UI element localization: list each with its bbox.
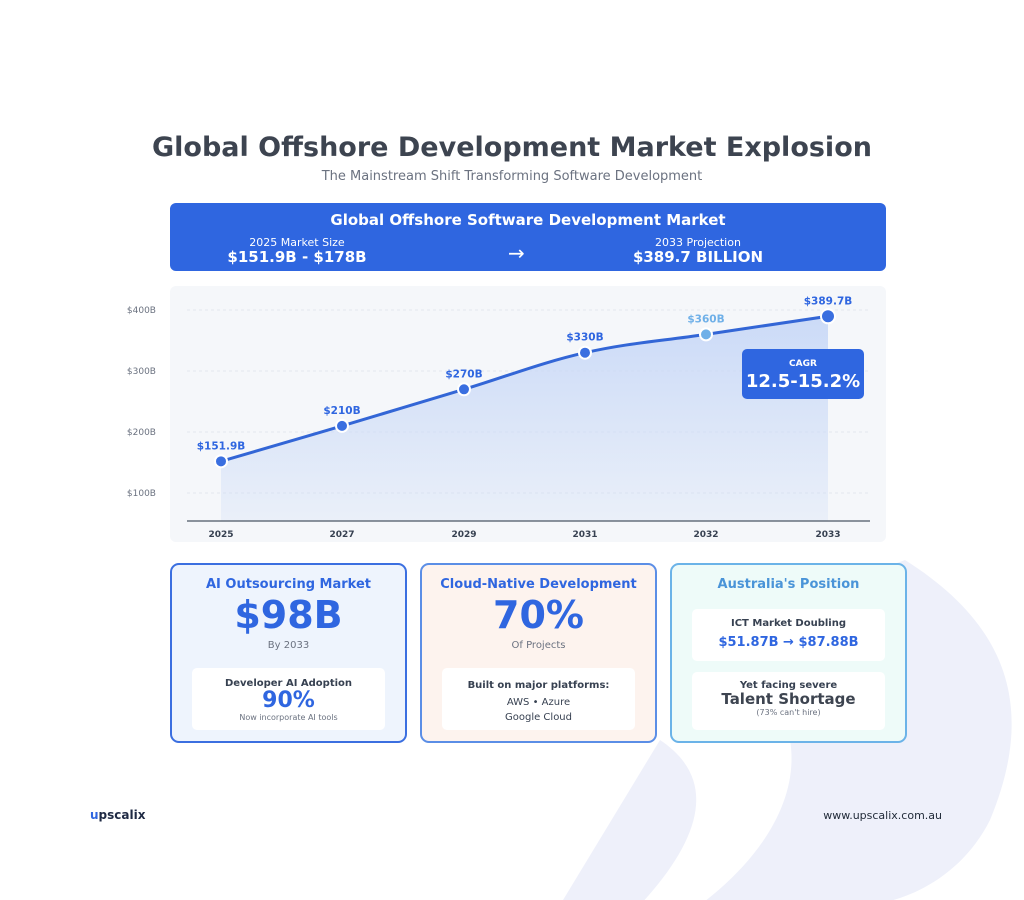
banner-2033-value: $389.7 BILLION	[632, 248, 764, 266]
cagr-label: CAGR	[789, 359, 817, 369]
market-banner: Global Offshore Software Development Mar…	[170, 203, 886, 271]
card-subtext: By 2033	[267, 640, 310, 651]
y-tick-label: $100B	[127, 489, 156, 499]
card-big-value: $98B	[234, 593, 343, 637]
card-subtext: Of Projects	[511, 640, 566, 651]
inner-note: Now incorporate AI tools	[239, 713, 338, 722]
banner-2033-label: 2033 Projection	[655, 236, 741, 249]
ict-label: ICT Market Doubling	[731, 618, 846, 629]
cant-hire-note: (73% can't hire)	[756, 708, 821, 717]
inner-big-value: 90%	[262, 688, 315, 713]
ai-outsourcing-card: AI Outsourcing Market $98B By 2033 Devel…	[170, 563, 407, 743]
banner-2025-label: 2025 Market Size	[249, 236, 345, 249]
banner-2033-block: 2033 Projection $389.7 BILLION	[588, 237, 808, 266]
y-tick-label: $300B	[127, 367, 156, 377]
australia-position-card: Australia's Position ICT Market Doubling…	[670, 563, 907, 743]
arrow-right-icon: →	[508, 241, 525, 265]
website-link[interactable]: www.upscalix.com.au	[823, 809, 942, 822]
y-tick-label: $400B	[127, 306, 156, 316]
logo-u: u	[90, 808, 99, 822]
card-big-value: 70%	[493, 593, 584, 637]
inner-label: Built on major platforms:	[467, 680, 610, 691]
cagr-value: 12.5-15.2%	[745, 371, 861, 392]
cagr-badge: CAGR 12.5-15.2%	[742, 349, 864, 399]
developer-ai-adoption-box: Developer AI Adoption 90% Now incorporat…	[192, 668, 385, 730]
platforms-line-2: Google Cloud	[504, 712, 572, 723]
platforms-box: Built on major platforms: AWS • Azure Go…	[442, 668, 635, 730]
banner-2025-block: 2025 Market Size $151.9B - $178B	[187, 237, 407, 266]
card-title: Australia's Position	[717, 577, 860, 592]
card-title: AI Outsourcing Market	[206, 577, 371, 592]
facing-label: Yet facing severe	[739, 680, 838, 691]
banner-title: Global Offshore Software Development Mar…	[330, 211, 726, 229]
upscalix-logo: upscalix	[90, 808, 145, 822]
page-title: Global Offshore Development Market Explo…	[152, 132, 872, 163]
inner-label: Developer AI Adoption	[224, 678, 353, 689]
talent-shortage-text: Talent Shortage	[721, 690, 856, 708]
talent-shortage-box: Yet facing severe Talent Shortage (73% c…	[692, 672, 885, 730]
ict-market-box: ICT Market Doubling $51.87B → $87.88B	[692, 609, 885, 661]
y-tick-label: $200B	[127, 428, 156, 438]
logo-rest: pscalix	[98, 808, 146, 822]
chart-panel	[170, 286, 886, 542]
cloud-native-card: Cloud-Native Development 70% Of Projects…	[420, 563, 657, 743]
page-subtitle: The Mainstream Shift Transforming Softwa…	[321, 169, 703, 184]
card-title: Cloud-Native Development	[440, 577, 637, 592]
ict-value: $51.87B → $87.88B	[718, 635, 859, 650]
banner-2025-value: $151.9B - $178B	[227, 248, 367, 266]
platforms-line-1: AWS • Azure	[506, 697, 571, 708]
